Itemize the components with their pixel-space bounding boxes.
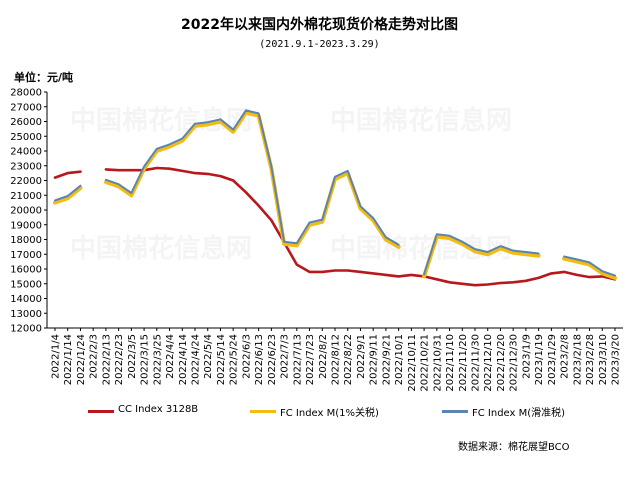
y-tick-label: 22000 <box>10 176 42 187</box>
x-tick-label: 2022/12/10 <box>483 334 494 392</box>
x-tick-label: 2022/4/4 <box>165 334 176 379</box>
data-source: 数据来源：棉花展望BCO <box>458 442 570 453</box>
series-line-2 <box>54 109 616 277</box>
legend-label: FC Index M(滑准税) <box>472 408 566 419</box>
x-tick-label: 2022/11/30 <box>471 334 482 392</box>
x-tick-label: 2022/8/12 <box>331 334 342 385</box>
line-chart: 12000 13000 14000 15000 16000 17000 18000 19000… <box>10 88 623 392</box>
x-tick-label: 2022/10/1 <box>394 334 405 385</box>
x-tick-label: 2022/7/13 <box>292 334 303 385</box>
y-tick-label: 13000 <box>10 309 42 320</box>
x-tick-label: 2022/2/23 <box>114 334 125 385</box>
y-tick-label: 21000 <box>10 191 42 202</box>
x-tick-label: 2022/8/22 <box>343 334 354 385</box>
x-tick-label: 2023/1/9 <box>521 334 532 379</box>
x-tick-label: 2023/2/28 <box>585 334 596 385</box>
x-tick-labels: 2022/1/4 2022/1/14 2022/1/24 2022/2/3 2022/2… <box>51 334 622 392</box>
series-line-1 <box>53 110 617 280</box>
y-tick-label: 27000 <box>10 102 42 113</box>
chart-subtitle: (2021.9.1-2023.3.29) <box>259 39 380 50</box>
y-tick-label: 15000 <box>10 279 42 290</box>
x-tick-label: 2022/1/14 <box>63 334 74 385</box>
x-tick-label: 2022/9/1 <box>356 334 367 379</box>
y-tick-label: 18000 <box>10 235 42 246</box>
y-tick-label: 20000 <box>10 206 42 217</box>
y-tick-label: 26000 <box>10 117 42 128</box>
y-tick-label: 16000 <box>10 265 42 276</box>
legend-swatch <box>250 410 276 413</box>
y-tick-label: 23000 <box>10 161 42 172</box>
x-tick-label: 2022/11/20 <box>458 334 469 392</box>
x-tick-label: 2022/6/3 <box>241 334 252 379</box>
x-tick-label: 2022/12/30 <box>509 334 520 392</box>
y-tick-labels: 12000 13000 14000 15000 16000 17000 18000 19000… <box>10 88 42 335</box>
y-tick-label: 14000 <box>10 294 42 305</box>
x-tick-label: 2022/2/3 <box>89 334 100 379</box>
x-tick-label: 2022/5/4 <box>203 334 214 379</box>
x-tick-label: 2022/10/11 <box>407 334 418 392</box>
y-tick-label: 12000 <box>10 324 42 335</box>
x-tick-label: 2022/4/24 <box>191 334 202 385</box>
y-tick-label: 24000 <box>10 147 42 158</box>
x-tick-label: 2022/11/10 <box>445 334 456 392</box>
x-tick-label: 2023/3/10 <box>598 334 609 385</box>
x-tick-label: 2022/3/5 <box>127 334 138 379</box>
x-tick-label: 2022/6/13 <box>254 334 265 385</box>
x-tick-label: 2022/10/21 <box>420 334 431 392</box>
x-tick-label: 2022/10/31 <box>432 334 443 392</box>
y-tick-label: 28000 <box>10 88 42 99</box>
x-tick-label: 2022/1/24 <box>76 334 87 385</box>
x-tick-label: 2023/2/8 <box>560 334 571 379</box>
x-tick-label: 2023/3/20 <box>611 334 622 385</box>
chart-title: 2022年以来国内外棉花现货价格走势对比图 <box>181 17 458 33</box>
x-tick-label: 2022/7/23 <box>305 334 316 385</box>
y-tick-label: 25000 <box>10 132 42 143</box>
y-tick-label: 19000 <box>10 220 42 231</box>
x-tick-label: 2022/1/4 <box>51 334 62 379</box>
x-tick-label: 2023/2/18 <box>572 334 583 385</box>
x-tick-label: 2022/7/3 <box>280 334 291 379</box>
unit-label: 单位：元/吨 <box>14 71 74 84</box>
x-tick-label: 2022/9/21 <box>381 334 392 385</box>
legend-label: FC Index M(1%关税) <box>280 408 379 419</box>
chart-series-lines <box>53 109 617 287</box>
x-tick-label: 2022/3/15 <box>140 334 151 385</box>
x-tick-label: 2022/3/25 <box>152 334 163 385</box>
x-tick-label: 2022/8/2 <box>318 334 329 379</box>
x-tick-label: 2022/12/20 <box>496 334 507 392</box>
x-tick-label: 2023/1/29 <box>547 334 558 385</box>
x-tick-label: 2022/9/11 <box>369 334 380 385</box>
chart-axes <box>44 91 623 331</box>
x-tick-label: 2022/6/23 <box>267 334 278 385</box>
x-tick-label: 2022/4/14 <box>178 334 189 385</box>
legend-swatch <box>88 410 114 413</box>
x-tick-label: 2022/2/13 <box>101 334 112 385</box>
legend-label: CC Index 3128B <box>118 404 199 415</box>
series-line-0 <box>53 166 617 287</box>
x-tick-label: 2022/5/24 <box>229 334 240 385</box>
x-tick-label: 2023/1/19 <box>534 334 545 385</box>
x-tick-label: 2022/5/14 <box>216 334 227 385</box>
y-tick-label: 17000 <box>10 250 42 261</box>
legend-swatch <box>442 410 468 413</box>
